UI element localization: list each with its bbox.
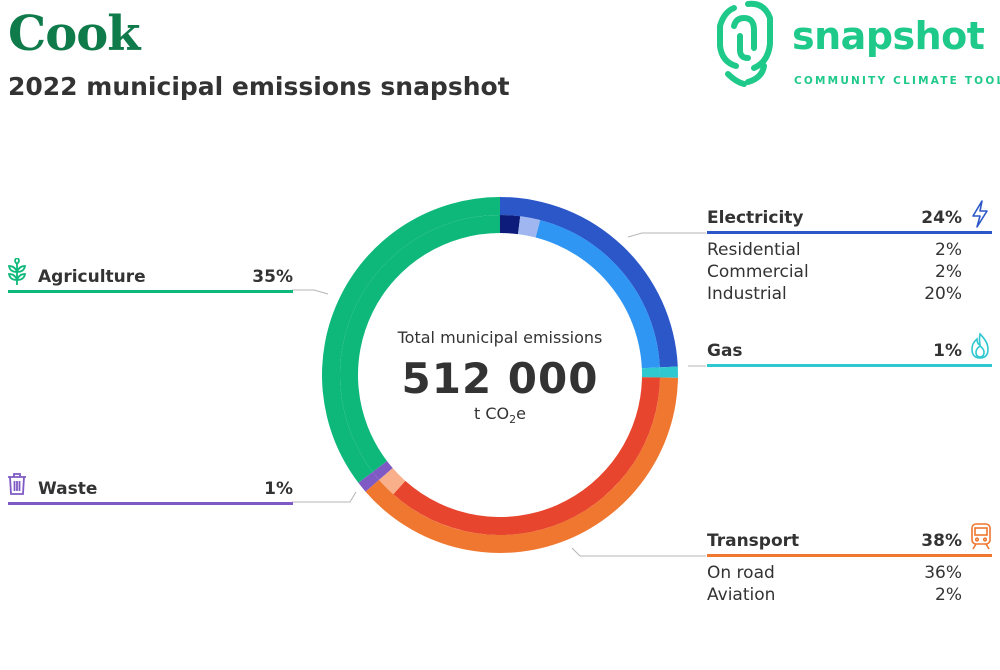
slice-transport bbox=[365, 377, 678, 554]
snapshot-logo: snapshot COMMUNITY CLIMATE TOOL bbox=[714, 0, 1000, 92]
agriculture-pct: 35% bbox=[252, 267, 293, 287]
page-title: Cook bbox=[8, 6, 140, 62]
transport-sub-aviation-label: Aviation bbox=[707, 585, 776, 605]
waste-label: Waste bbox=[38, 479, 98, 499]
leader-electricity bbox=[627, 232, 706, 238]
total-emissions-label: Total municipal emissions bbox=[397, 328, 603, 347]
electricity-underline bbox=[707, 231, 992, 234]
electricity-label: Electricity bbox=[707, 208, 804, 228]
page-subtitle: 2022 municipal emissions snapshot bbox=[8, 72, 510, 101]
gas-underline bbox=[707, 364, 992, 367]
gas-pct: 1% bbox=[933, 341, 962, 361]
logo-wordmark: snapshot bbox=[792, 14, 985, 58]
slice-electricity-commercial bbox=[517, 216, 541, 238]
waste-underline bbox=[8, 502, 293, 505]
slice-electricity bbox=[500, 197, 678, 368]
transport-sub-onroad-pct: 36% bbox=[924, 563, 962, 583]
gas-label: Gas bbox=[707, 341, 743, 361]
transport-underline bbox=[707, 554, 992, 557]
leader-transport bbox=[571, 547, 706, 557]
electricity-sub-commercial-label: Commercial bbox=[707, 262, 809, 282]
trash-icon bbox=[8, 473, 26, 495]
slice-transport-on-road bbox=[393, 377, 660, 535]
transport-sub-onroad-label: On road bbox=[707, 563, 775, 583]
slice-gas bbox=[659, 366, 679, 378]
plant-icon bbox=[7, 258, 27, 285]
flame-icon bbox=[971, 332, 989, 359]
slice-gas-gas bbox=[641, 367, 660, 378]
leader-agriculture bbox=[292, 289, 329, 295]
leader-waste bbox=[292, 491, 357, 503]
electricity-pct: 24% bbox=[921, 208, 962, 228]
electricity-sub-industrial-pct: 20% bbox=[924, 284, 962, 304]
slice-electricity-industrial bbox=[535, 220, 660, 369]
slice-waste-waste bbox=[372, 460, 393, 480]
transport-sub-aviation-pct: 2% bbox=[935, 585, 962, 605]
total-emissions-unit: t CO2e bbox=[474, 404, 526, 427]
transport-label: Transport bbox=[707, 531, 800, 551]
slice-electricity-residential bbox=[500, 215, 521, 235]
waste-pct: 1% bbox=[264, 479, 293, 499]
logo-tagline: COMMUNITY CLIMATE TOOL bbox=[794, 75, 1000, 87]
agriculture-underline bbox=[8, 290, 293, 293]
lightning-icon bbox=[972, 200, 988, 228]
slice-transport-aviation bbox=[379, 467, 406, 495]
electricity-sub-residential-pct: 2% bbox=[935, 240, 962, 260]
slice-agriculture bbox=[322, 197, 500, 483]
electricity-sub-commercial-pct: 2% bbox=[935, 262, 962, 282]
slice-waste bbox=[358, 471, 380, 492]
electricity-sub-industrial-label: Industrial bbox=[707, 284, 787, 304]
slice-agriculture-agriculture bbox=[340, 215, 500, 472]
agriculture-label: Agriculture bbox=[38, 267, 146, 287]
transport-pct: 38% bbox=[921, 531, 962, 551]
total-emissions-value: 512 000 bbox=[401, 354, 599, 403]
electricity-sub-residential-label: Residential bbox=[707, 240, 801, 260]
fingerprint-logo-icon bbox=[717, 0, 773, 87]
train-icon bbox=[971, 523, 991, 550]
